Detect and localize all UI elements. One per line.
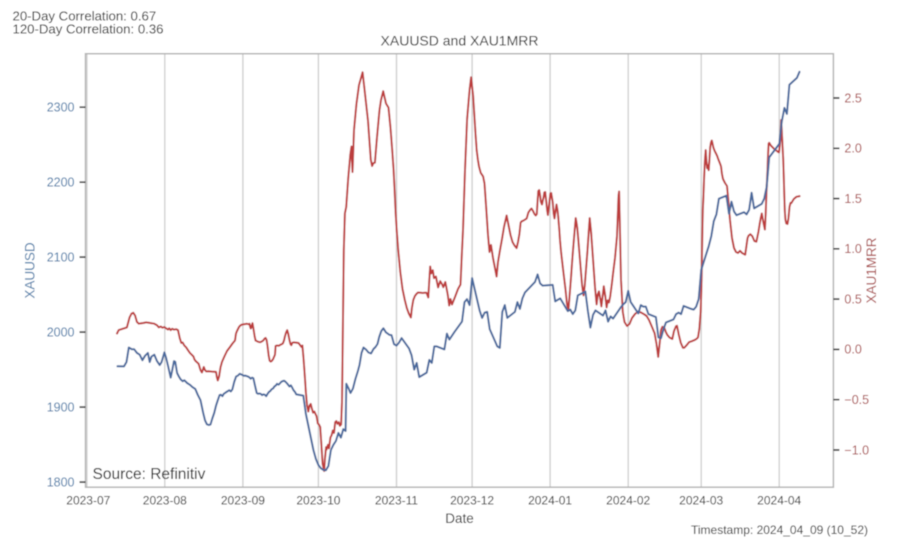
svg-text:−0.5: −0.5	[844, 393, 869, 407]
svg-text:1900: 1900	[47, 400, 75, 414]
svg-text:2023-08: 2023-08	[143, 494, 187, 508]
svg-text:2023-09: 2023-09	[221, 494, 265, 508]
svg-text:Timestamp: 2024_04_09 (10_52): Timestamp: 2024_04_09 (10_52)	[691, 523, 868, 537]
svg-text:2.5: 2.5	[844, 91, 861, 105]
svg-text:20-Day Correlation: 0.67: 20-Day Correlation: 0.67	[13, 9, 157, 24]
svg-text:XAU1MRR: XAU1MRR	[864, 237, 879, 303]
svg-text:2024-01: 2024-01	[528, 494, 572, 508]
svg-text:2000: 2000	[47, 325, 75, 339]
svg-text:Date: Date	[445, 511, 474, 526]
svg-text:120-Day Correlation: 0.36: 120-Day Correlation: 0.36	[13, 22, 164, 37]
svg-text:2023-12: 2023-12	[450, 494, 494, 508]
svg-text:2.0: 2.0	[844, 142, 861, 156]
svg-text:Source: Refinitiv: Source: Refinitiv	[93, 466, 206, 483]
svg-text:1800: 1800	[47, 475, 75, 489]
svg-text:XAUUSD: XAUUSD	[23, 242, 38, 299]
svg-text:0.5: 0.5	[844, 292, 861, 306]
svg-text:2024-03: 2024-03	[679, 494, 723, 508]
svg-text:1.0: 1.0	[844, 242, 861, 256]
svg-text:XAUUSD and XAU1MRR: XAUUSD and XAU1MRR	[381, 33, 539, 49]
svg-text:0.0: 0.0	[844, 343, 861, 357]
svg-text:2024-02: 2024-02	[606, 494, 650, 508]
svg-text:2100: 2100	[47, 250, 75, 264]
svg-text:2023-11: 2023-11	[375, 494, 418, 508]
svg-text:1.5: 1.5	[844, 192, 861, 206]
svg-text:2200: 2200	[47, 176, 75, 190]
svg-text:2300: 2300	[47, 101, 75, 115]
svg-text:−1.0: −1.0	[844, 443, 869, 457]
svg-text:2023-10: 2023-10	[296, 494, 340, 508]
svg-text:2023-07: 2023-07	[66, 494, 110, 508]
svg-text:2024-04: 2024-04	[757, 494, 801, 508]
